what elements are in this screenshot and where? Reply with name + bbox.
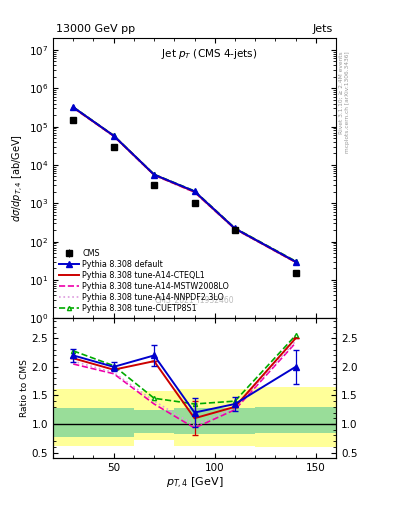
Pythia 8.308 default: [71, 104, 75, 110]
Pythia 8.308 tune-A14-CTEQL1: [71, 104, 75, 111]
Y-axis label: $d\sigma/dp_{T,4}$ [ab/GeV]: $d\sigma/dp_{T,4}$ [ab/GeV]: [11, 134, 26, 222]
Pythia 8.308 default: [293, 259, 298, 265]
Pythia 8.308 tune-A14-CTEQL1: [293, 259, 298, 265]
Pythia 8.308 tune-A14-NNPDF2.3LO: [152, 173, 156, 179]
Pythia 8.308 tune-A14-MSTW2008LO: [152, 172, 156, 178]
Bar: [53, 389, 134, 445]
Bar: [174, 389, 255, 445]
Pythia 8.308 tune-CUETP8S1: [293, 258, 298, 264]
Pythia 8.308 tune-A14-MSTW2008LO: [233, 226, 237, 232]
Text: mcplots.cern.ch [arXiv:1306.3436]: mcplots.cern.ch [arXiv:1306.3436]: [345, 51, 350, 153]
Pythia 8.308 tune-CUETP8S1: [152, 171, 156, 177]
Y-axis label: Ratio to CMS: Ratio to CMS: [20, 359, 29, 417]
Text: Jet $p_T$ (CMS 4-jets): Jet $p_T$ (CMS 4-jets): [160, 47, 257, 61]
Pythia 8.308 default: [233, 225, 237, 231]
Pythia 8.308 tune-A14-MSTW2008LO: [111, 133, 116, 139]
Pythia 8.308 tune-CUETP8S1: [192, 188, 197, 194]
Pythia 8.308 tune-A14-MSTW2008LO: [293, 259, 298, 265]
Text: Jets: Jets: [313, 24, 333, 34]
X-axis label: $p_{T,4}$ [GeV]: $p_{T,4}$ [GeV]: [166, 476, 223, 491]
Pythia 8.308 tune-A14-NNPDF2.3LO: [233, 226, 237, 232]
Text: CMS_2021_I1932460: CMS_2021_I1932460: [155, 295, 234, 304]
Pythia 8.308 tune-CUETP8S1: [233, 225, 237, 231]
Line: Pythia 8.308 tune-A14-CTEQL1: Pythia 8.308 tune-A14-CTEQL1: [73, 108, 296, 262]
Legend: CMS, Pythia 8.308 default, Pythia 8.308 tune-A14-CTEQL1, Pythia 8.308 tune-A14-M: CMS, Pythia 8.308 default, Pythia 8.308 …: [57, 247, 231, 314]
Pythia 8.308 tune-A14-CTEQL1: [192, 189, 197, 195]
Bar: [255, 407, 336, 433]
Bar: [53, 408, 134, 437]
Pythia 8.308 tune-A14-NNPDF2.3LO: [293, 260, 298, 266]
Pythia 8.308 tune-A14-CTEQL1: [152, 172, 156, 178]
Pythia 8.308 default: [192, 188, 197, 195]
Pythia 8.308 tune-A14-MSTW2008LO: [192, 189, 197, 195]
Line: Pythia 8.308 tune-A14-MSTW2008LO: Pythia 8.308 tune-A14-MSTW2008LO: [73, 108, 296, 262]
Line: Pythia 8.308 default: Pythia 8.308 default: [70, 104, 298, 264]
Line: Pythia 8.308 tune-A14-NNPDF2.3LO: Pythia 8.308 tune-A14-NNPDF2.3LO: [73, 108, 296, 263]
Bar: [174, 408, 255, 434]
Text: 13000 GeV pp: 13000 GeV pp: [56, 24, 135, 34]
Pythia 8.308 tune-A14-NNPDF2.3LO: [192, 189, 197, 196]
Text: Rivet 3.1.10; ≥ 2.4M events: Rivet 3.1.10; ≥ 2.4M events: [339, 51, 344, 134]
Pythia 8.308 tune-A14-CTEQL1: [111, 133, 116, 139]
Pythia 8.308 default: [152, 172, 156, 178]
Line: Pythia 8.308 tune-CUETP8S1: Pythia 8.308 tune-CUETP8S1: [71, 105, 298, 263]
Pythia 8.308 tune-CUETP8S1: [71, 104, 75, 110]
Pythia 8.308 tune-CUETP8S1: [111, 132, 116, 138]
Pythia 8.308 tune-A14-NNPDF2.3LO: [111, 133, 116, 139]
Pythia 8.308 tune-A14-MSTW2008LO: [71, 104, 75, 111]
Pythia 8.308 default: [111, 133, 116, 139]
Pythia 8.308 tune-A14-CTEQL1: [233, 226, 237, 232]
Pythia 8.308 tune-A14-NNPDF2.3LO: [71, 105, 75, 111]
Bar: [134, 391, 174, 440]
Bar: [134, 410, 174, 433]
Bar: [255, 387, 336, 447]
